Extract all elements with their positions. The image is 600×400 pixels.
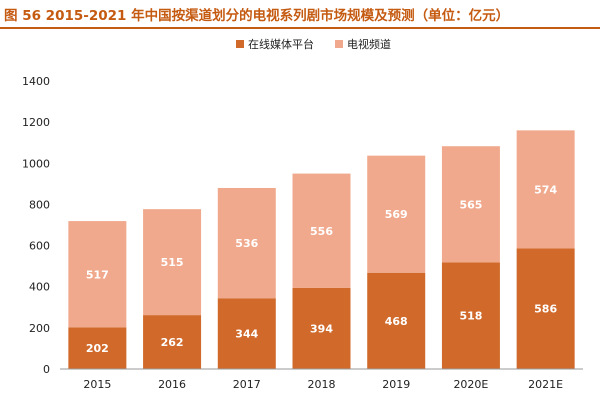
data-label: 468: [385, 315, 408, 328]
bar-segment-series-1: [68, 221, 127, 328]
bar-segment-series-0: [441, 262, 500, 369]
data-label: 515: [161, 256, 184, 269]
bar-segment-series-1: [217, 187, 276, 299]
legend-swatch: [236, 40, 244, 48]
x-tick-label: 2018: [308, 378, 336, 391]
bar-segment-series-1: [292, 173, 351, 288]
y-tick-label: 1000: [22, 157, 50, 170]
x-axis: 2015 2016 2017 2018 2019 2020E 2021E: [60, 368, 583, 391]
x-tick-label: 2017: [233, 378, 261, 391]
data-label: 586: [534, 303, 557, 316]
legend-swatch: [335, 40, 343, 48]
x-tick-label: 2021E: [528, 378, 563, 391]
data-label: 202: [86, 342, 109, 355]
data-label: 344: [235, 328, 258, 341]
y-tick-label: 600: [29, 240, 50, 253]
x-tick-label: 2015: [83, 378, 111, 391]
x-tick-label: 2019: [382, 378, 410, 391]
data-label: 536: [235, 237, 258, 250]
y-tick-label: 1400: [22, 75, 50, 88]
data-label: 262: [161, 336, 184, 349]
legend: 在线媒体平台 电视频道: [236, 37, 391, 51]
bar-segment-series-1: [143, 209, 202, 316]
y-tick-label: 800: [29, 198, 50, 211]
bars: 202 517 262 515 344 536 394 556 468 569 518 565 586 5…: [68, 130, 575, 369]
data-label: 556: [310, 225, 333, 238]
chart-title: 图 56 2015-2021 年中国按渠道划分的电视系列剧市场规模及预测（单位：…: [4, 8, 510, 24]
legend-label: 电视频道: [347, 37, 391, 51]
x-tick-label: 2016: [158, 378, 186, 391]
y-tick-label: 1200: [22, 116, 50, 129]
title-underline: [0, 27, 600, 29]
bar-segment-series-0: [292, 287, 351, 369]
bar-segment-series-0: [367, 272, 426, 369]
bar-segment-series-1: [441, 146, 500, 263]
data-label: 574: [534, 183, 557, 196]
data-label: 517: [86, 268, 109, 281]
bar-segment-series-1: [367, 155, 426, 273]
data-label: 518: [459, 310, 482, 323]
bar-segment-series-0: [68, 327, 127, 369]
y-tick-label: 400: [29, 281, 50, 294]
data-label: 569: [385, 208, 408, 221]
bar-segment-series-0: [516, 248, 575, 369]
bar-segment-series-0: [143, 315, 202, 369]
bar-segment-series-1: [516, 130, 575, 249]
y-tick-label: 0: [43, 363, 50, 376]
data-label: 394: [310, 322, 333, 335]
bar-segment-series-0: [217, 298, 276, 369]
data-label: 565: [459, 198, 482, 211]
x-tick-label: 2020E: [453, 378, 488, 391]
legend-label: 在线媒体平台: [248, 37, 314, 51]
y-axis: 0 200 400 600 800 1000 1200 1400: [22, 75, 50, 376]
y-tick-label: 200: [29, 322, 50, 335]
